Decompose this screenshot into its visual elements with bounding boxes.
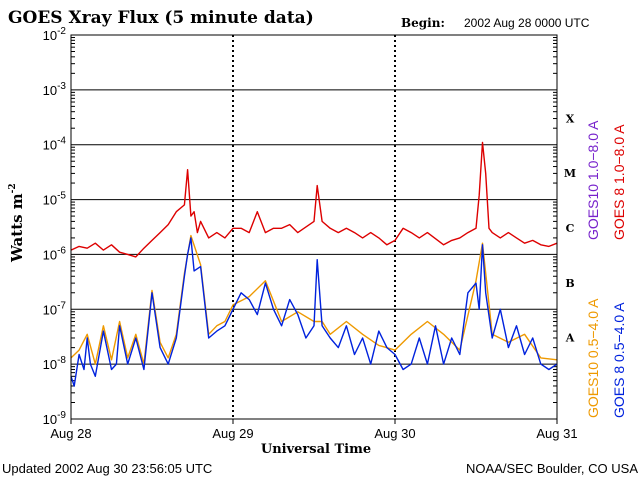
y-tick-base: 10	[43, 193, 57, 208]
y-tick-base: 10	[43, 302, 57, 317]
y-axis-label-sup: -2	[8, 183, 18, 193]
flare-class-X: X	[566, 112, 575, 125]
x-tick-label-2: Aug 30	[374, 426, 415, 441]
flare-class-labels: X M C B A	[564, 112, 576, 344]
legend-goes10-long: GOES10 1.0−8.0 A	[585, 120, 601, 240]
begin-value: 2002 Aug 28 0000 UTC	[464, 16, 590, 30]
y-axis-label-main: Watts m	[8, 193, 26, 263]
y-tick-base: 10	[43, 138, 57, 153]
grid-layer	[71, 34, 557, 420]
series-layer	[70, 141, 558, 387]
y-tick-base: 10	[43, 28, 57, 43]
begin-label: Begin:	[401, 16, 445, 30]
x-tick-label-3: Aug 31	[536, 426, 577, 441]
y-tick-base: 10	[43, 247, 57, 262]
legend-goes8-short: GOES 8 0.5−4.0 A	[611, 302, 627, 418]
y-tick-label-1: 10-3	[43, 81, 67, 98]
y-axis-label: Watts m-2	[8, 183, 26, 263]
legend-goes8-long: GOES 8 1.0−8.0 A	[611, 124, 627, 240]
y-tick-exponent: -3	[57, 81, 66, 92]
chart-title: GOES Xray Flux (5 minute data)	[8, 8, 314, 28]
y-tick-label-2: 10-4	[43, 136, 67, 153]
x-tick-label-1: Aug 29	[212, 426, 253, 441]
y-tick-label-7: 10-9	[43, 410, 67, 427]
y-tick-base: 10	[43, 83, 57, 98]
y-tick-labels: 10-210-310-410-510-610-710-810-9	[43, 26, 67, 427]
y-tick-label-6: 10-8	[43, 355, 67, 372]
x-tick-label-0: Aug 28	[50, 426, 91, 441]
y-tick-label-5: 10-7	[43, 300, 67, 317]
plot-frame	[70, 34, 558, 420]
y-tick-exponent: -6	[57, 245, 66, 256]
y-tick-label-4: 10-6	[43, 245, 67, 262]
flare-class-B: B	[565, 277, 574, 290]
y-tick-label-3: 10-5	[43, 191, 67, 208]
x-axis-label: Universal Time	[261, 442, 371, 457]
flare-class-C: C	[566, 222, 575, 235]
flare-class-M: M	[564, 167, 576, 180]
flare-class-A: A	[565, 332, 575, 345]
legend-goes10-short: GOES10 0.5−4.0 A	[585, 298, 601, 418]
y-tick-base: 10	[43, 357, 57, 372]
y-tick-exponent: -8	[57, 355, 66, 366]
credit-text: NOAA/SEC Boulder, CO USA	[466, 461, 638, 476]
y-tick-exponent: -5	[57, 191, 66, 202]
updated-timestamp: Updated 2002 Aug 30 23:56:05 UTC	[2, 461, 212, 476]
x-tick-labels: Aug 28 Aug 29 Aug 30 Aug 31	[50, 419, 578, 441]
series-line-0	[70, 141, 558, 258]
y-tick-base: 10	[43, 412, 57, 427]
y-tick-exponent: -2	[57, 26, 66, 37]
y-tick-exponent: -7	[57, 300, 66, 311]
series-line-2	[70, 237, 558, 387]
y-tick-exponent: -9	[57, 410, 66, 421]
y-tick-exponent: -4	[57, 136, 66, 147]
y-tick-label-0: 10-2	[43, 26, 67, 43]
